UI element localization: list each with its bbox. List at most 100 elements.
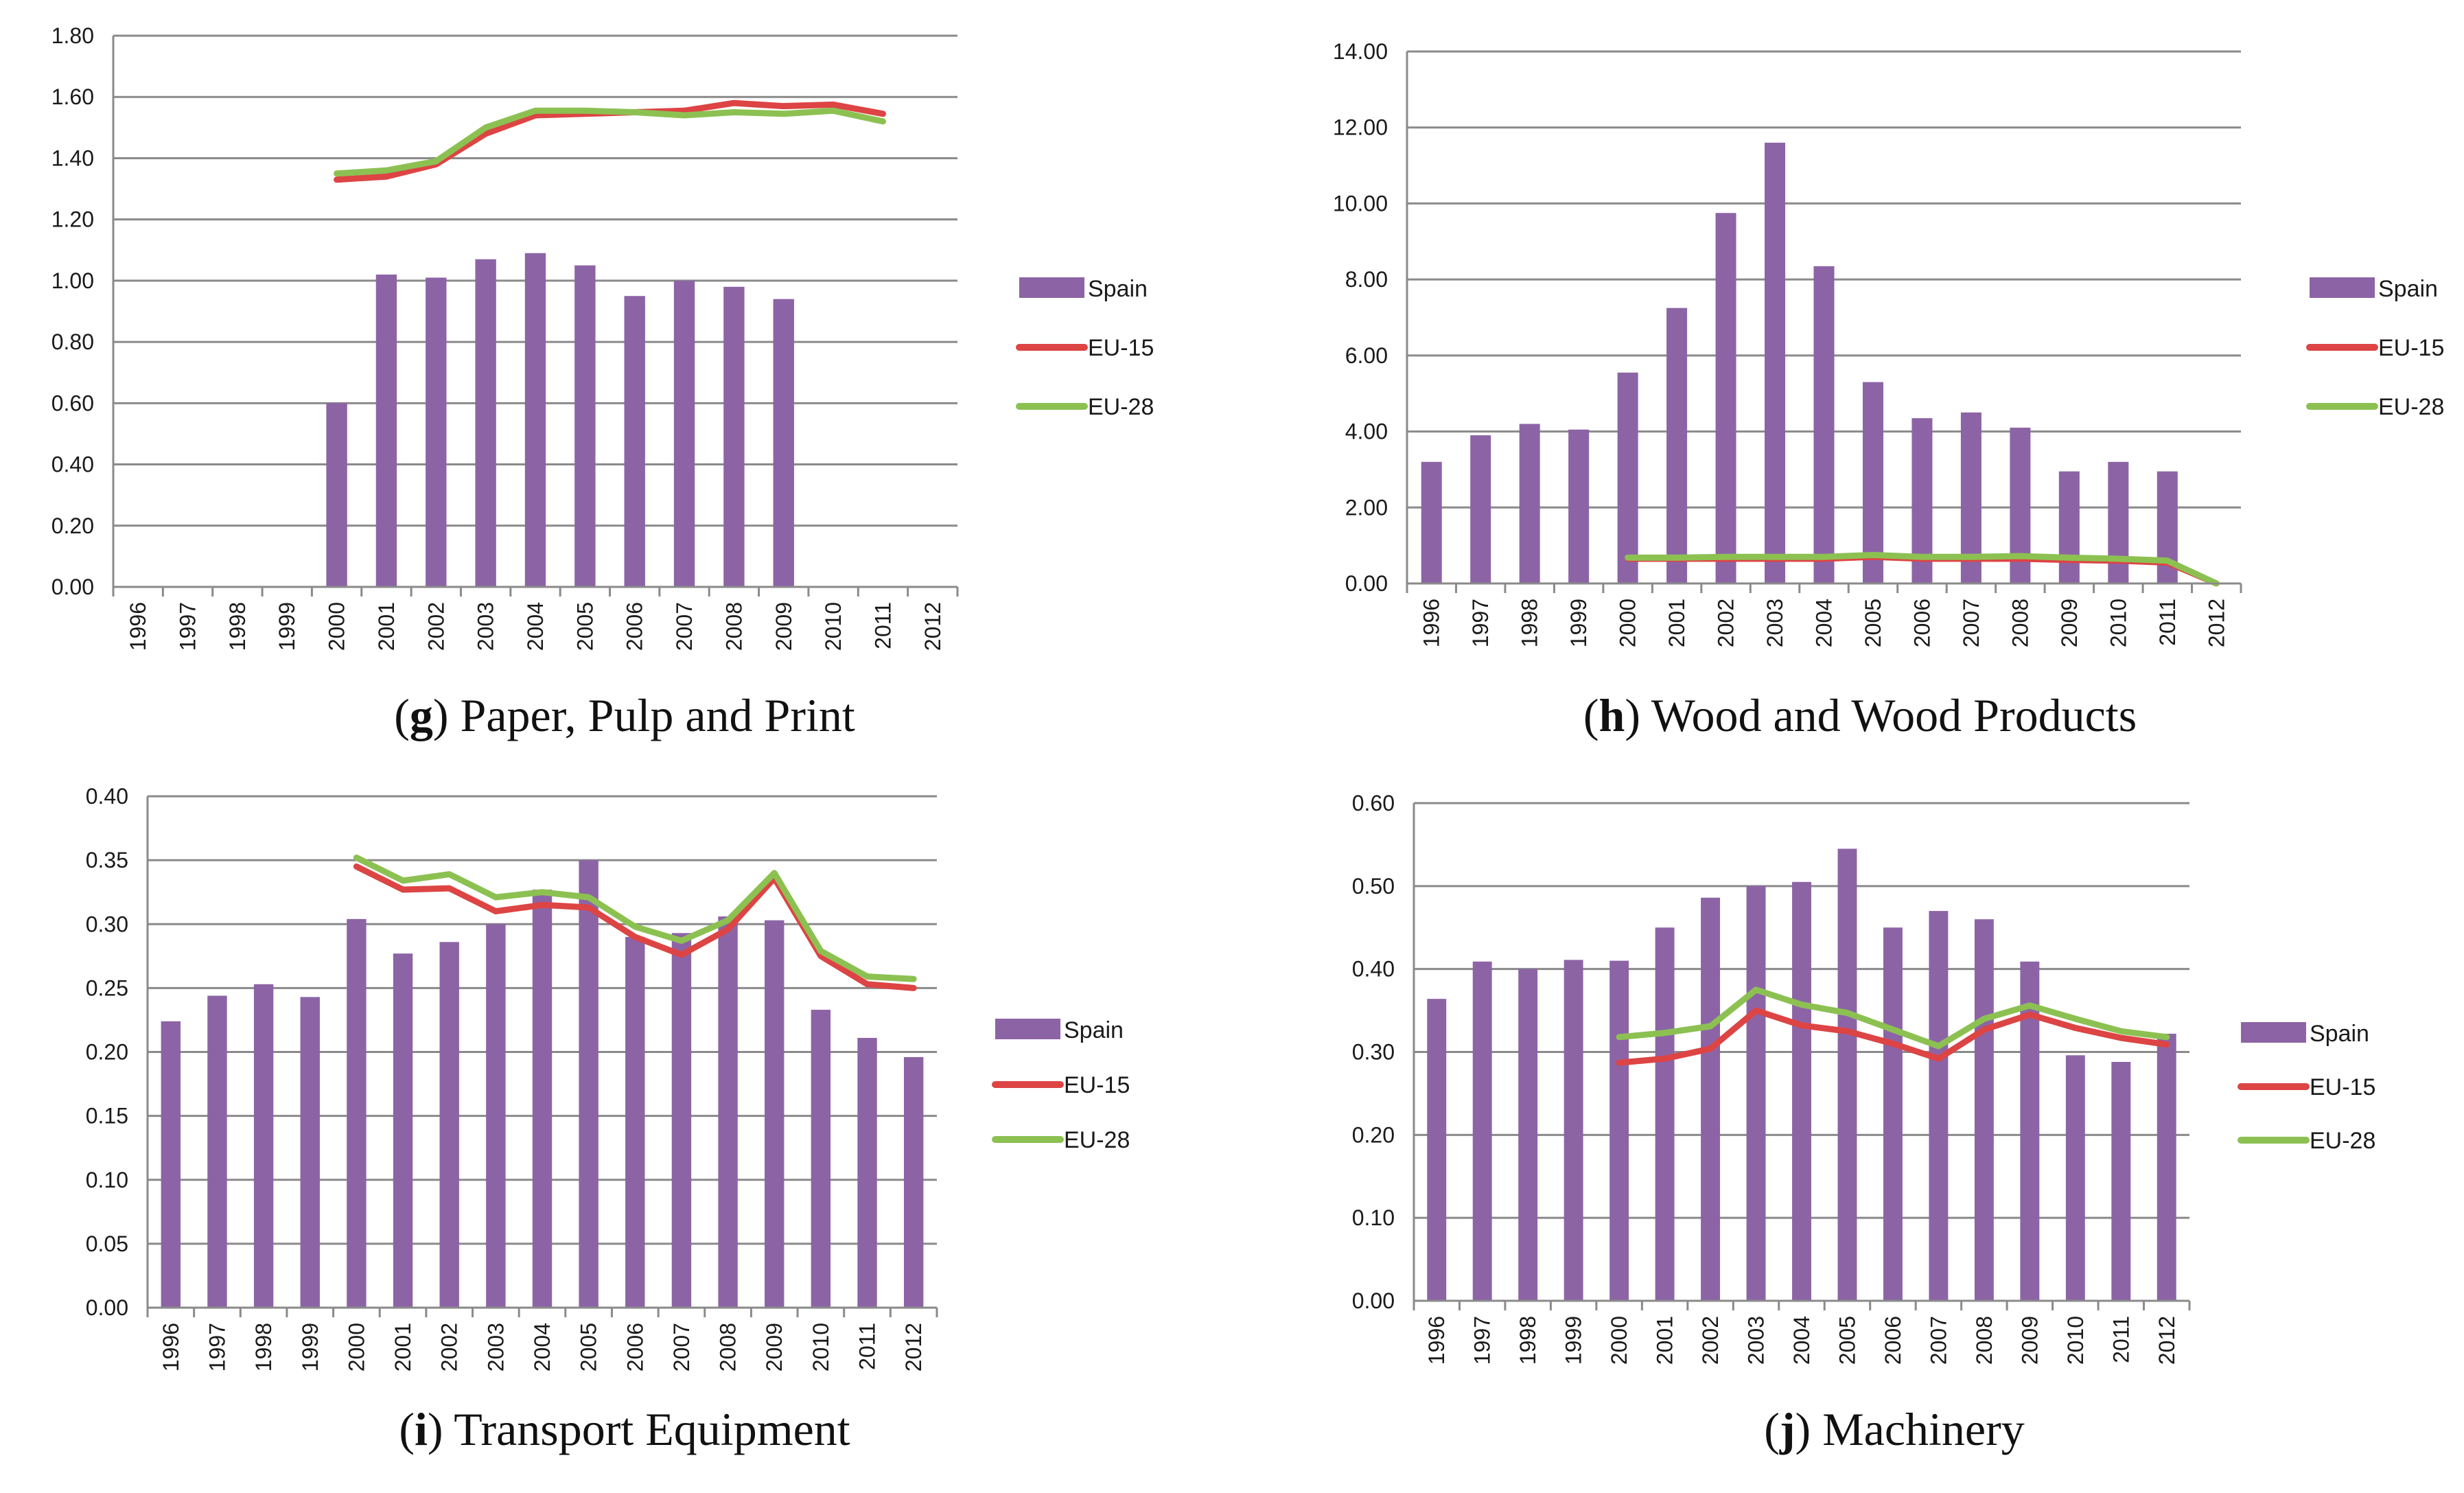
x-tick-label: 2005 — [1835, 1316, 1859, 1365]
x-tick-label: 1997 — [1470, 1316, 1495, 1365]
spain-bar — [718, 916, 738, 1308]
legend-swatch — [2241, 1022, 2306, 1043]
spain-bar — [1765, 142, 1786, 583]
x-tick-label: 2010 — [809, 1323, 833, 1372]
legend-spain: Spain — [1019, 276, 1148, 302]
y-tick-label: 1.60 — [51, 84, 94, 109]
caption-letter: j — [1779, 1403, 1795, 1455]
legend-label: EU-28 — [1064, 1127, 1130, 1153]
x-tick-label: 2003 — [483, 1323, 508, 1372]
spain-bar — [1655, 927, 1675, 1301]
eu28-series-line — [353, 854, 917, 982]
spain-bar — [475, 259, 496, 587]
spain-bar — [773, 299, 794, 587]
caption-open: ( — [1764, 1403, 1780, 1455]
x-tick-label: 2007 — [1959, 599, 1984, 647]
legend-label: Spain — [1088, 276, 1148, 302]
y-tick-label: 8.00 — [1345, 267, 1388, 292]
chart-caption: (h) Wood and Wood Products — [1583, 689, 2137, 741]
legend-spain: Spain — [995, 1017, 1124, 1043]
spain-bar — [1883, 927, 1903, 1301]
spain-bar — [253, 984, 274, 1308]
legend-label: EU-28 — [1088, 394, 1154, 420]
caption-open: ( — [1583, 689, 1599, 741]
spain-bar — [1837, 848, 1857, 1301]
spain-bar — [2058, 471, 2080, 583]
spain-bar — [486, 924, 506, 1308]
legend-label: EU-28 — [2378, 394, 2444, 420]
eu28-series-line — [1616, 986, 2170, 1050]
x-tick-label: 2011 — [2155, 599, 2180, 646]
y-tick-label: 0.40 — [86, 784, 128, 809]
x-tick-label: 1999 — [1561, 1316, 1586, 1365]
x-tick-label: 1996 — [1424, 1316, 1449, 1365]
x-tick-label: 1998 — [1515, 1316, 1540, 1365]
y-tick-label: 0.80 — [51, 329, 94, 354]
spain-bar — [161, 1021, 181, 1308]
x-tick-label: 2005 — [577, 1323, 601, 1372]
spain-bar — [579, 860, 598, 1308]
spain-bar — [1470, 435, 1491, 583]
spain-bar — [1862, 382, 1883, 583]
x-tick-label: 2007 — [1926, 1316, 1951, 1365]
spain-bar — [857, 1038, 877, 1308]
eu15-series-line — [1616, 1007, 2170, 1066]
spain-bar — [671, 933, 692, 1308]
x-tick-label: 1998 — [1518, 599, 1542, 647]
spain-bar — [1421, 461, 1442, 583]
y-tick-label: 1.00 — [51, 268, 94, 293]
x-tick-label: 2000 — [1607, 1316, 1631, 1365]
x-tick-label: 2008 — [721, 602, 746, 651]
spain-bar — [1427, 999, 1447, 1301]
legend-swatch — [2310, 277, 2375, 298]
x-tick-label: 1996 — [126, 602, 150, 651]
x-tick-label: 1997 — [1468, 599, 1493, 647]
y-tick-label: 0.60 — [51, 391, 94, 415]
caption-title: Paper, Pulp and Print — [461, 689, 855, 741]
spain-bar — [207, 995, 227, 1308]
x-tick-label: 2005 — [572, 602, 597, 651]
eu28-series-line — [1625, 552, 2220, 587]
x-tick-label: 2001 — [1653, 1316, 1677, 1365]
spain-bar — [1792, 881, 1811, 1301]
x-tick-label: 2012 — [2204, 599, 2229, 647]
spain-bar — [326, 403, 347, 587]
legend-label: Spain — [2310, 1021, 2369, 1047]
y-tick-label: 0.20 — [86, 1040, 128, 1065]
x-tick-label: 2001 — [391, 1323, 415, 1372]
caption-title: Machinery — [1822, 1403, 2025, 1455]
spain-bar — [2065, 1055, 2085, 1301]
spain-bar — [2157, 1033, 2176, 1301]
spain-bar — [393, 953, 413, 1308]
x-tick-label: 1998 — [225, 602, 250, 651]
spain-bar — [1929, 911, 1949, 1301]
caption-close: ) — [1625, 689, 1651, 741]
y-tick-label: 6.00 — [1345, 343, 1388, 368]
x-tick-label: 2009 — [2057, 599, 2082, 647]
x-tick-label: 2006 — [1909, 599, 1934, 647]
y-tick-label: 0.00 — [1352, 1288, 1395, 1313]
x-tick-label: 2006 — [1881, 1316, 1905, 1365]
y-tick-label: 1.40 — [51, 146, 94, 170]
y-tick-label: 0.00 — [1345, 571, 1388, 596]
x-tick-label: 2000 — [1616, 599, 1640, 647]
y-tick-label: 1.20 — [51, 207, 94, 232]
x-tick-label: 2002 — [1714, 599, 1739, 647]
y-tick-label: 0.15 — [86, 1104, 128, 1129]
spain-bar — [1715, 213, 1736, 584]
eu28-series-line — [334, 107, 886, 177]
spain-bar — [1617, 372, 1638, 583]
spain-bar — [673, 280, 695, 587]
y-tick-label: 0.10 — [1352, 1205, 1395, 1230]
spain-bar — [765, 920, 784, 1308]
x-tick-label: 2012 — [2154, 1316, 2179, 1365]
caption-title: Wood and Wood Products — [1651, 689, 2137, 741]
x-tick-label: 1996 — [1419, 599, 1444, 647]
x-tick-label: 2008 — [716, 1323, 741, 1372]
y-tick-label: 4.00 — [1345, 419, 1388, 444]
legend-label: EU-15 — [1088, 335, 1154, 361]
legend-eu15: EU-15 — [2306, 335, 2444, 361]
legend-swatch — [1019, 277, 1084, 298]
x-tick-label: 2008 — [2008, 599, 2032, 647]
caption-letter: i — [415, 1403, 428, 1455]
